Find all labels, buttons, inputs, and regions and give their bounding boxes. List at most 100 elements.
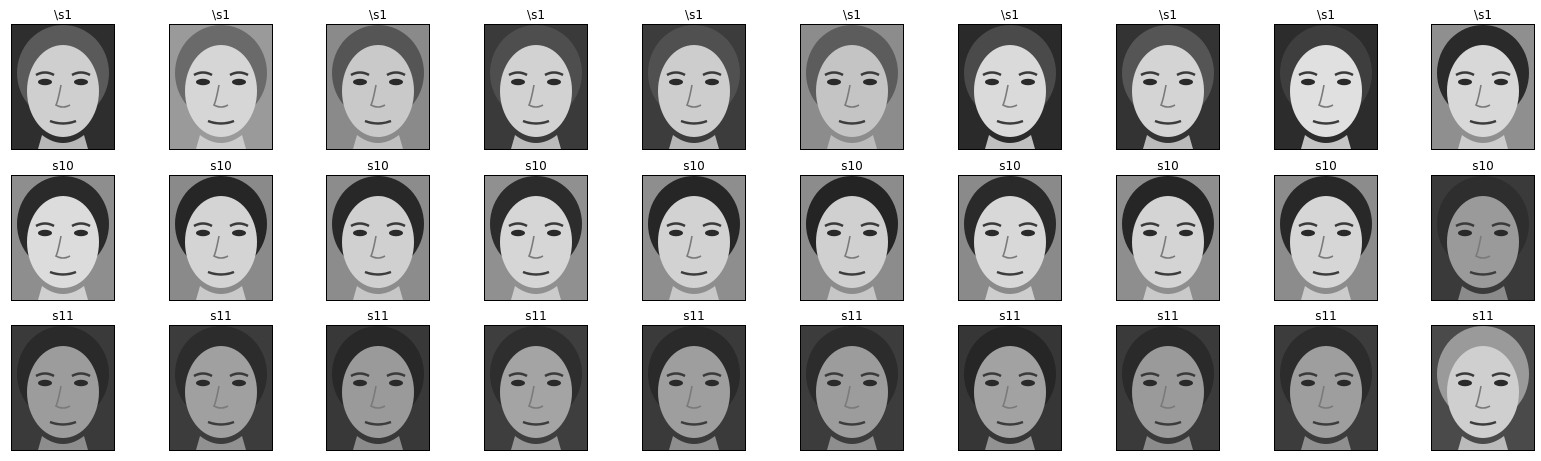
face-thumbnail: \s1 [1431, 6, 1535, 151]
face-image [642, 175, 746, 301]
face-image [1274, 24, 1378, 150]
face-image [484, 175, 588, 301]
face-photo [643, 176, 745, 300]
subplot-title: s11 [999, 309, 1021, 323]
face-thumbnail: \s1 [642, 6, 746, 151]
face-thumbnail: \s1 [1116, 6, 1220, 151]
subplot-title: \s1 [212, 8, 230, 22]
subplot-title: s11 [52, 309, 74, 323]
face-thumbnail: s11 [642, 307, 746, 452]
face-image [326, 325, 430, 451]
subplot-title: s10 [1472, 159, 1494, 173]
subplot-title: s10 [841, 159, 863, 173]
face-photo [1117, 176, 1219, 300]
face-image [11, 175, 115, 301]
face-thumbnail: \s1 [800, 6, 904, 151]
subplot-title: s11 [841, 309, 863, 323]
face-photo [485, 176, 587, 300]
face-image [958, 175, 1062, 301]
face-thumbnail: s11 [1116, 307, 1220, 452]
face-photo [1275, 25, 1377, 149]
face-thumbnail: s11 [800, 307, 904, 452]
face-thumbnail: \s1 [484, 6, 588, 151]
face-photo [170, 25, 272, 149]
face-image [326, 175, 430, 301]
subplot-title: \s1 [1317, 8, 1335, 22]
face-image [958, 325, 1062, 451]
face-thumbnail: s10 [326, 157, 430, 302]
face-photo [643, 25, 745, 149]
face-image [484, 24, 588, 150]
subplot-title: \s1 [843, 8, 861, 22]
subplot-title: s11 [1157, 309, 1179, 323]
face-thumbnail: s10 [642, 157, 746, 302]
face-thumbnail: s11 [1274, 307, 1378, 452]
face-image [326, 24, 430, 150]
face-image [1116, 325, 1220, 451]
face-photo [12, 326, 114, 450]
face-image [11, 24, 115, 150]
face-thumbnail: s10 [800, 157, 904, 302]
face-thumbnail: s10 [1274, 157, 1378, 302]
face-image [169, 24, 273, 150]
face-photo [12, 176, 114, 300]
subplot-title: s10 [367, 159, 389, 173]
subplot-title: s11 [210, 309, 232, 323]
subplot-title: \s1 [685, 8, 703, 22]
subplot-title: \s1 [1001, 8, 1019, 22]
face-image [1431, 175, 1535, 301]
face-image [800, 175, 904, 301]
subplot-title: s11 [367, 309, 389, 323]
subplot-title: s10 [999, 159, 1021, 173]
face-thumbnail: s10 [169, 157, 273, 302]
face-thumbnail: \s1 [169, 6, 273, 151]
face-image [1274, 175, 1378, 301]
face-photo [1432, 25, 1534, 149]
face-image [169, 325, 273, 451]
face-photo [170, 326, 272, 450]
subplot-title: s11 [1315, 309, 1337, 323]
face-image [642, 325, 746, 451]
subplot-title: s10 [210, 159, 232, 173]
face-thumbnail: s11 [169, 307, 273, 452]
face-photo [959, 176, 1061, 300]
face-thumbnail: s11 [958, 307, 1062, 452]
face-image [800, 325, 904, 451]
face-photo [12, 25, 114, 149]
face-thumbnail: s11 [1431, 307, 1535, 452]
subplot-title: \s1 [54, 8, 72, 22]
face-photo [327, 326, 429, 450]
face-photo [1117, 25, 1219, 149]
subplot-title: s11 [525, 309, 547, 323]
face-image [1116, 175, 1220, 301]
face-photo [170, 176, 272, 300]
subplot-title: s11 [683, 309, 705, 323]
face-photo [1275, 176, 1377, 300]
face-image [1274, 325, 1378, 451]
face-image [1116, 24, 1220, 150]
subplot-title: s10 [1315, 159, 1337, 173]
face-image [11, 325, 115, 451]
face-thumbnail: s11 [484, 307, 588, 452]
face-photo [801, 326, 903, 450]
face-image [1431, 24, 1535, 150]
subplot-title: s10 [52, 159, 74, 173]
subplot-title: s10 [1157, 159, 1179, 173]
face-photo [327, 25, 429, 149]
subplot-title: s11 [1472, 309, 1494, 323]
face-thumbnail: \s1 [1274, 6, 1378, 151]
face-photo [1117, 326, 1219, 450]
face-photo [1432, 176, 1534, 300]
face-photo [643, 326, 745, 450]
face-image [169, 175, 273, 301]
face-photo [801, 176, 903, 300]
face-thumbnail: s11 [326, 307, 430, 452]
face-photo [485, 25, 587, 149]
face-image [1431, 325, 1535, 451]
face-thumbnail: s10 [11, 157, 115, 302]
face-thumbnail: \s1 [11, 6, 115, 151]
face-thumbnail: s10 [958, 157, 1062, 302]
subplot-title: s10 [683, 159, 705, 173]
face-image [642, 24, 746, 150]
subplot-title: \s1 [1474, 8, 1492, 22]
